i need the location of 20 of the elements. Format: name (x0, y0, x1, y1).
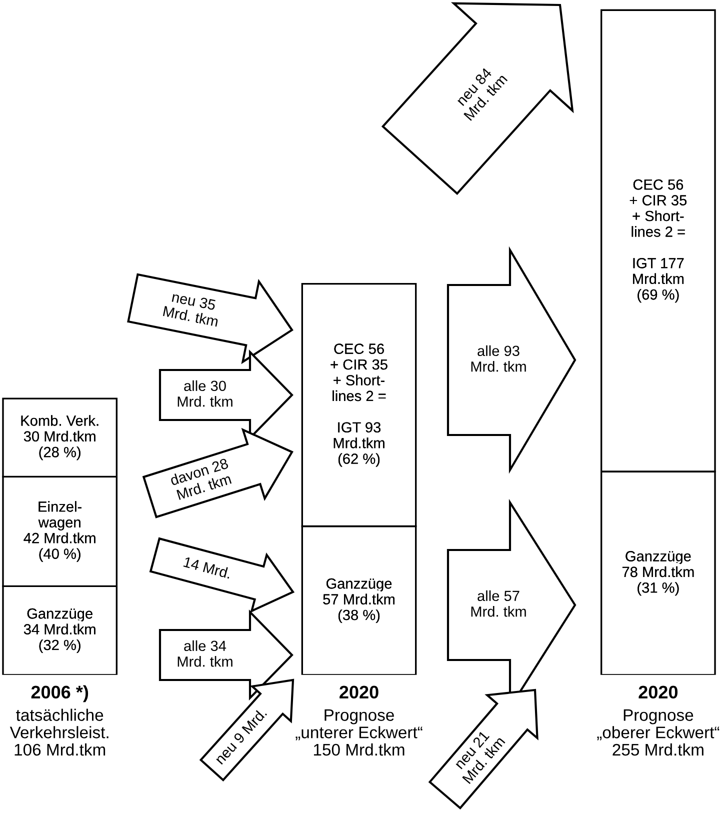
data-label: Ganzzüge 78 Mrd.tkm (31 %) (622, 551, 694, 596)
text: neu 9 Mrd. (214, 707, 268, 765)
text: CEC 56 + CIR 35 + Short- lines 2 = IGT 93 Mrd.tkm (62 %) (330, 344, 388, 467)
text: CEC 56 + CIR 35 + Short- lines 2 = IGT 177 Mrd.tkm (69 %) (630, 179, 687, 303)
text: neu 21 Mrd. tkm (454, 730, 506, 784)
annotation: alle 93 Mrd. tkm (471, 345, 526, 372)
x-tick-label: 2006 *) tatsächliche Verkehrsleist. 106 Mrd.tkm (10, 685, 108, 756)
annotation: 14 Mrd. (183, 556, 232, 579)
x-tick-label: 2020 Prognose „oberer Eckwert“ 255 Mrd.tkm (597, 686, 720, 756)
annotation: davon 28 Mrd. tkm (169, 458, 232, 500)
data-label: Ganzzüge 57 Mrd.tkm (38 %) (323, 578, 395, 624)
annotation: alle 34 Mrd. tkm (178, 640, 232, 667)
data-label: Ganzzüge 34 Mrd.tkm (32 %) (24, 608, 96, 654)
x-tick-label: 2020 Prognose „unterer Eckwert“ 150 Mrd.tkm (296, 686, 422, 756)
data-label: Einzel- wagen 42 Mrd.tkm (40 %) (24, 501, 96, 562)
annotation: neu 84 Mrd. tkm (456, 67, 508, 121)
data-label: Komb. Verk. 30 Mrd.tkm (28 %) (21, 415, 98, 460)
annotation: neu 35 Mrd. tkm (162, 292, 219, 327)
annotation: alle 57 Mrd. tkm (471, 590, 526, 617)
annotation: alle 30 Mrd. tkm (178, 380, 232, 407)
